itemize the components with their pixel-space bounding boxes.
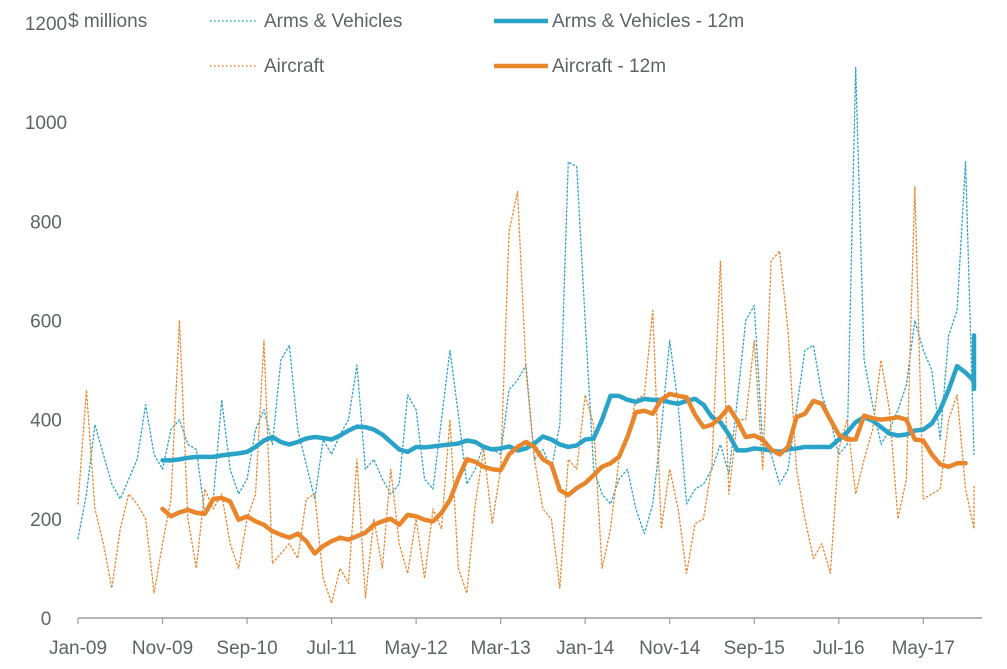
- series-line-arms-vehicles: [77, 66, 975, 540]
- legend-label-aircraft-dotted: Aircraft: [264, 56, 325, 77]
- series-layer: [77, 66, 977, 604]
- x-tick-label: Jan-09: [49, 638, 107, 659]
- y-tick-label: 1200: [25, 14, 67, 35]
- x-tick-label: Jul-16: [813, 638, 865, 659]
- x-tick-label: Nov-09: [132, 638, 193, 659]
- y-tick-label: 400: [30, 411, 62, 432]
- x-tick-label: Nov-14: [639, 638, 701, 659]
- y-tick-label: 200: [30, 510, 62, 531]
- y-axis: 0 200 400 600 800 1000 1200: [25, 14, 67, 630]
- legend-label-arms-12m: Arms & Vehicles - 12m: [552, 11, 744, 32]
- legend-label-aircraft-12m: Aircraft - 12m: [552, 56, 666, 77]
- x-tick-label: Mar-13: [471, 638, 531, 659]
- legend: Arms & Vehicles Arms & Vehicles - 12m Ai…: [210, 11, 744, 77]
- y-axis-unit-label: $ millions: [68, 11, 147, 32]
- legend-label-arms-dotted: Arms & Vehicles: [264, 11, 402, 32]
- y-tick-label: 600: [30, 312, 62, 333]
- y-tick-label: 1000: [25, 113, 67, 134]
- x-axis: Jan-09 Nov-09 Sep-10 Jul-11 May-12 Mar-13 Jan-…: [49, 617, 982, 659]
- x-tick-label: May-17: [892, 638, 955, 659]
- series-line-arms-vehicles-12m: [160, 333, 977, 463]
- series-line-aircraft-12m: [160, 391, 968, 556]
- x-tick-label: Sep-10: [216, 638, 277, 659]
- x-tick-label: May-12: [384, 638, 447, 659]
- y-tick-label: 0: [41, 609, 52, 630]
- x-tick-label: Jan-14: [556, 638, 615, 659]
- series-line-aircraft: [77, 185, 975, 604]
- y-tick-label: 800: [30, 212, 62, 233]
- x-tick-label: Sep-15: [724, 638, 785, 659]
- x-tick-label: Jul-11: [306, 638, 356, 659]
